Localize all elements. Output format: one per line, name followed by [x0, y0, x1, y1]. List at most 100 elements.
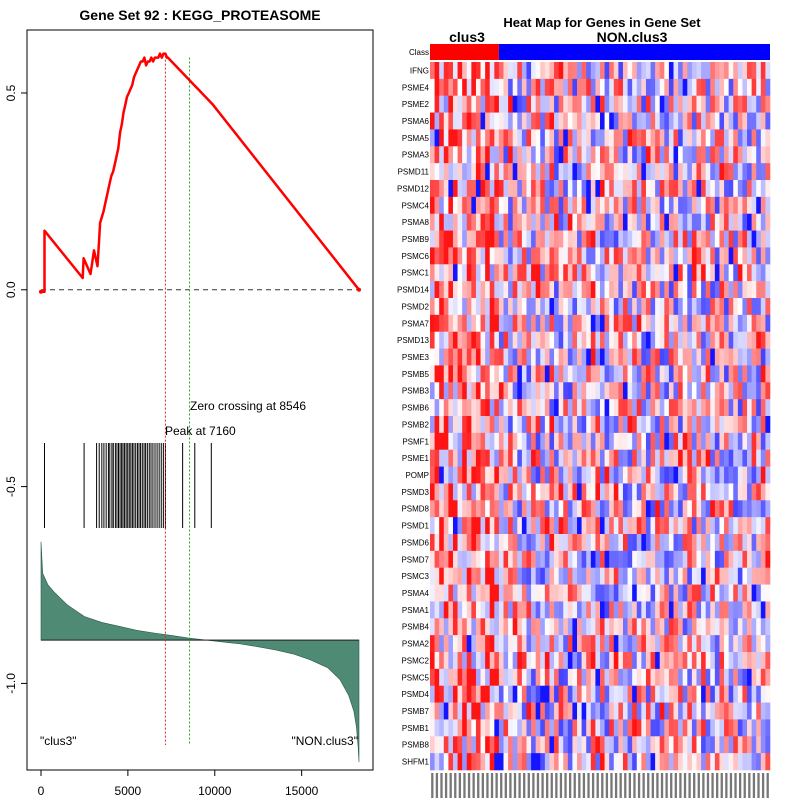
heatmap-cell — [572, 466, 578, 484]
heatmap-cell — [668, 618, 674, 636]
heatmap-cell — [471, 550, 477, 569]
heatmap-cell — [641, 298, 647, 316]
heatmap-cell — [678, 618, 683, 636]
heatmap-cell — [439, 129, 445, 147]
heatmap-cell — [457, 281, 463, 299]
heatmap-cell — [714, 348, 720, 366]
heatmap-cell — [595, 668, 601, 687]
heatmap-cell — [664, 753, 670, 771]
heatmap-cell — [659, 112, 665, 130]
heatmap-cell — [526, 95, 532, 113]
heatmap-cell — [668, 652, 674, 670]
heatmap-cell — [673, 753, 679, 771]
heatmap-cell — [503, 95, 509, 113]
heatmap-cell — [714, 95, 720, 113]
heatmap-cell — [636, 550, 642, 569]
heatmap-cell — [645, 567, 651, 585]
heatmap-cell — [503, 517, 509, 535]
heatmap-cell — [517, 736, 523, 754]
heatmap-cell — [457, 264, 463, 282]
heatmap-cell — [655, 314, 661, 333]
heatmap-cell — [728, 635, 734, 653]
heatmap-cell — [535, 466, 541, 484]
heatmap-cell — [728, 264, 734, 282]
heatmap-cell — [448, 382, 454, 400]
heatmap-cell — [714, 534, 720, 552]
heatmap-cell — [577, 753, 582, 771]
heatmap-cell — [521, 247, 527, 265]
heatmap-cell — [430, 129, 435, 147]
heatmap-cell — [705, 180, 711, 198]
heatmap-cell — [604, 180, 610, 198]
heatmap-cell — [563, 466, 569, 484]
heatmap-cell — [577, 416, 582, 434]
heatmap-cell — [503, 584, 509, 602]
heatmap-cell — [581, 399, 587, 417]
heatmap-cell — [517, 331, 523, 349]
heatmap-cell — [581, 62, 587, 80]
heatmap-cell — [554, 702, 559, 720]
heatmap-cell — [760, 146, 766, 164]
heatmap-cell — [521, 62, 527, 80]
heatmap-cell — [554, 635, 559, 653]
heatmap-cell — [521, 180, 527, 198]
heatmap-cell — [714, 146, 720, 164]
heatmap-cell — [531, 365, 536, 383]
heatmap-cell — [627, 618, 633, 636]
heatmap-cell — [554, 382, 559, 400]
heatmap-cell — [558, 264, 564, 282]
heatmap-cell — [452, 62, 458, 80]
heatmap-cell — [480, 146, 486, 164]
heatmap-cell — [645, 281, 651, 299]
heatmap-cell — [489, 146, 495, 164]
heatmap-cell — [650, 213, 656, 231]
heatmap-cell — [434, 432, 440, 451]
heatmap-cell — [480, 78, 486, 97]
heatmap-cell — [724, 685, 729, 703]
heatmap-cell — [558, 112, 564, 130]
heatmap-cell — [613, 213, 619, 231]
heatmap-cell — [590, 618, 596, 636]
heatmap-cell — [664, 736, 670, 754]
heatmap-cell — [577, 685, 582, 703]
heatmap-cell — [627, 180, 633, 198]
heatmap-cell — [448, 247, 454, 265]
heatmap-cell — [512, 685, 518, 703]
heatmap-cell — [471, 95, 477, 113]
heatmap-cell — [641, 584, 647, 602]
heatmap-cell — [558, 163, 564, 181]
heatmap-cell — [581, 668, 587, 687]
peak-label: Peak at 7160 — [165, 424, 236, 438]
heatmap-cell — [508, 331, 513, 349]
heatmap-cell — [696, 382, 702, 400]
heatmap-cell — [622, 584, 628, 602]
heatmap-cell — [540, 382, 546, 400]
heatmap-gene-label: PSMD12 — [397, 184, 430, 193]
heatmap-cell — [581, 196, 587, 215]
heatmap-cell — [724, 635, 729, 653]
heatmap-cell — [586, 247, 592, 265]
heatmap-cell — [498, 247, 504, 265]
heatmap-cell — [531, 196, 536, 215]
heatmap-cell — [475, 466, 481, 484]
heatmap-cell — [655, 416, 661, 434]
heatmap-cell — [563, 213, 569, 231]
heatmap-cell — [512, 736, 518, 754]
heatmap-sample-labels — [431, 773, 769, 798]
heatmap-cell — [434, 62, 440, 80]
heatmap-cell — [452, 635, 458, 653]
heatmap-cell — [494, 213, 500, 231]
heatmap-cell — [531, 298, 536, 316]
heatmap-cell — [687, 517, 693, 535]
heatmap-cell — [645, 584, 651, 602]
heatmap-cell — [659, 567, 665, 585]
heatmap-cell — [535, 517, 541, 535]
heatmap-cell — [719, 365, 725, 383]
heatmap-cell — [498, 534, 504, 552]
heatmap-cell — [485, 196, 491, 215]
heatmap-cell — [567, 635, 573, 653]
heatmap-cell — [673, 230, 679, 248]
heatmap-cell — [498, 567, 504, 585]
heatmap-cell — [475, 652, 481, 670]
heatmap-cell — [673, 348, 679, 366]
